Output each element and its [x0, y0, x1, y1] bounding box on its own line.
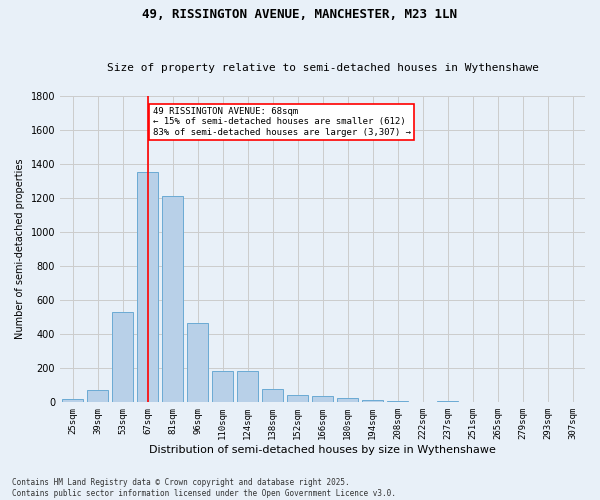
Bar [112, 312, 133, 402]
Y-axis label: Number of semi-detached properties: Number of semi-detached properties [15, 159, 25, 340]
Bar [287, 394, 308, 402]
Title: Size of property relative to semi-detached houses in Wythenshawe: Size of property relative to semi-detach… [107, 63, 539, 73]
Bar [262, 388, 283, 402]
Bar [87, 390, 108, 402]
Bar [62, 399, 83, 402]
Bar [237, 371, 258, 402]
Bar [137, 172, 158, 402]
Bar [187, 323, 208, 402]
Bar [162, 196, 183, 402]
X-axis label: Distribution of semi-detached houses by size in Wythenshawe: Distribution of semi-detached houses by … [149, 445, 496, 455]
Bar [212, 371, 233, 402]
Text: Contains HM Land Registry data © Crown copyright and database right 2025.
Contai: Contains HM Land Registry data © Crown c… [12, 478, 396, 498]
Bar [437, 400, 458, 402]
Bar [312, 396, 333, 402]
Text: 49, RISSINGTON AVENUE, MANCHESTER, M23 1LN: 49, RISSINGTON AVENUE, MANCHESTER, M23 1… [143, 8, 458, 20]
Bar [362, 400, 383, 402]
Text: 49 RISSINGTON AVENUE: 68sqm
← 15% of semi-detached houses are smaller (612)
83% : 49 RISSINGTON AVENUE: 68sqm ← 15% of sem… [152, 106, 410, 136]
Bar [337, 398, 358, 402]
